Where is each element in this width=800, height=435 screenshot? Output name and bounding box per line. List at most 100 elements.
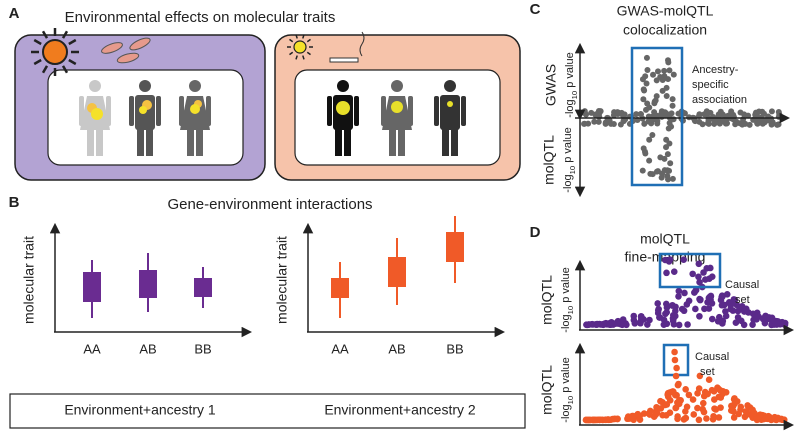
point — [646, 157, 653, 164]
point — [714, 318, 722, 325]
point — [644, 67, 651, 74]
panel-letter: D — [530, 224, 541, 241]
person-leg — [137, 128, 144, 156]
person-icon — [179, 80, 211, 156]
person-leg — [146, 128, 153, 156]
point — [730, 414, 738, 421]
axis-label: molecular trait — [274, 236, 290, 324]
sun-ray — [306, 51, 311, 56]
molecule — [91, 108, 103, 120]
point — [703, 415, 710, 422]
point — [585, 120, 592, 127]
sun-ray — [302, 34, 305, 39]
person-leg — [96, 128, 103, 156]
person-icon — [434, 80, 466, 156]
point — [663, 269, 670, 277]
label-part: -log — [564, 99, 576, 117]
point — [657, 405, 665, 412]
molecule — [336, 101, 350, 115]
box — [83, 272, 101, 302]
point — [634, 410, 642, 418]
label-part: -log — [562, 174, 574, 192]
point — [614, 415, 621, 423]
point — [672, 404, 679, 412]
point — [644, 100, 651, 107]
sun-ray — [61, 30, 69, 39]
axis-label: -log10 p value — [560, 357, 575, 422]
point — [686, 114, 693, 121]
sun-ray — [295, 55, 298, 60]
point — [730, 408, 737, 415]
point — [681, 289, 688, 297]
point — [718, 301, 726, 309]
legend-entry: Environment+ancestry 2 — [324, 402, 476, 418]
sun-ray — [289, 51, 294, 56]
point — [753, 314, 760, 321]
point — [692, 305, 699, 313]
point — [669, 175, 676, 182]
point — [730, 298, 737, 306]
point — [643, 106, 650, 113]
sun — [293, 40, 307, 54]
point — [654, 309, 662, 317]
point — [708, 315, 716, 323]
point — [701, 305, 708, 313]
point — [670, 388, 677, 396]
person-arm — [206, 96, 211, 126]
axis-label: molecular trait — [21, 236, 37, 324]
point — [696, 278, 703, 286]
person-leg — [451, 128, 458, 156]
point — [669, 102, 676, 109]
point — [599, 321, 607, 329]
panel-title: molQTL — [640, 231, 690, 247]
person-leg — [87, 128, 94, 156]
point — [715, 414, 723, 421]
label-part: p value — [564, 52, 576, 91]
point — [696, 111, 703, 118]
person-head — [391, 80, 403, 92]
sun-ray — [306, 38, 311, 43]
point — [663, 92, 670, 99]
genotype-label: AB — [139, 341, 156, 356]
point — [666, 167, 673, 174]
point — [631, 320, 639, 327]
point — [694, 404, 701, 412]
sun-ray — [68, 58, 77, 66]
annotation: Ancestry- — [692, 64, 739, 76]
point — [728, 109, 735, 116]
point — [709, 416, 717, 423]
point — [666, 67, 673, 74]
point — [716, 120, 723, 127]
point — [732, 319, 740, 327]
panel-title: Gene-environment interactions — [167, 196, 372, 213]
point — [696, 372, 704, 380]
sun-ray — [68, 38, 77, 46]
point — [645, 118, 652, 125]
point — [722, 312, 730, 320]
point — [653, 93, 660, 100]
person-leg — [344, 128, 351, 156]
point — [749, 321, 756, 328]
point — [584, 416, 592, 424]
point — [704, 390, 711, 398]
point — [722, 388, 730, 396]
point — [715, 114, 722, 121]
person-arm — [106, 96, 111, 126]
genotype-label: AA — [83, 341, 101, 356]
axis-label: molQTL — [539, 365, 555, 415]
point — [689, 270, 696, 278]
point — [641, 148, 648, 155]
point — [592, 111, 599, 118]
sun-ray — [289, 38, 294, 43]
legend-entry: Environment+ancestry 1 — [64, 402, 216, 418]
point — [774, 121, 781, 128]
point — [680, 307, 688, 315]
point — [761, 415, 769, 423]
panel-letter: B — [9, 194, 20, 211]
label-part: -log — [560, 404, 572, 422]
point — [668, 123, 675, 130]
point — [729, 307, 737, 314]
point — [685, 297, 693, 305]
point — [671, 348, 678, 356]
sun-ray — [295, 34, 298, 39]
